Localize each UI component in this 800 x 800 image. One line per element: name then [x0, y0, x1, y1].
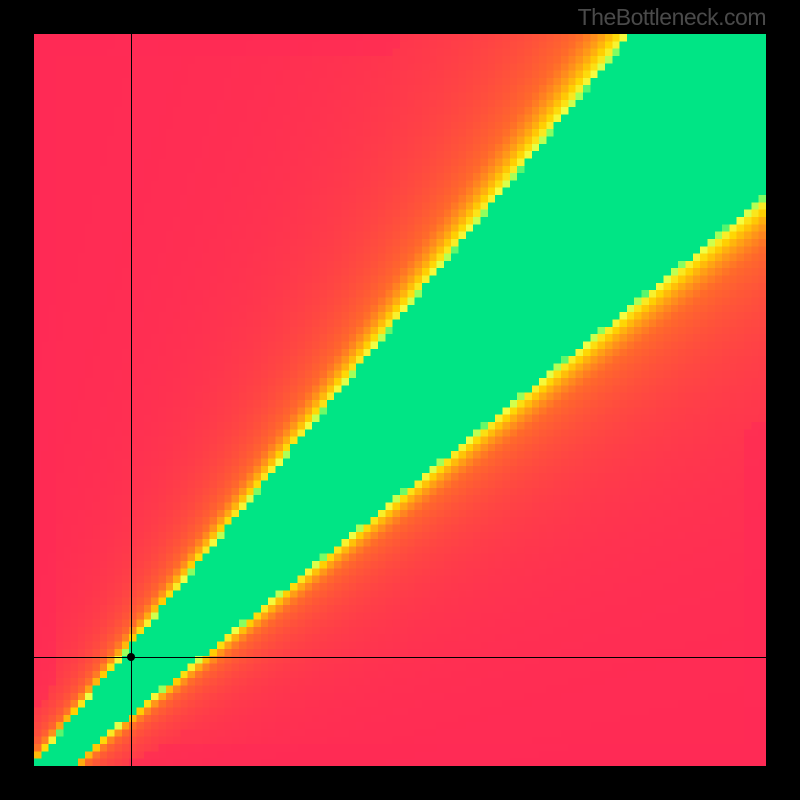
watermark-text: TheBottleneck.com [578, 4, 766, 31]
crosshair-marker-dot [127, 653, 135, 661]
heatmap-plot [34, 34, 766, 766]
crosshair-horizontal [34, 657, 766, 658]
